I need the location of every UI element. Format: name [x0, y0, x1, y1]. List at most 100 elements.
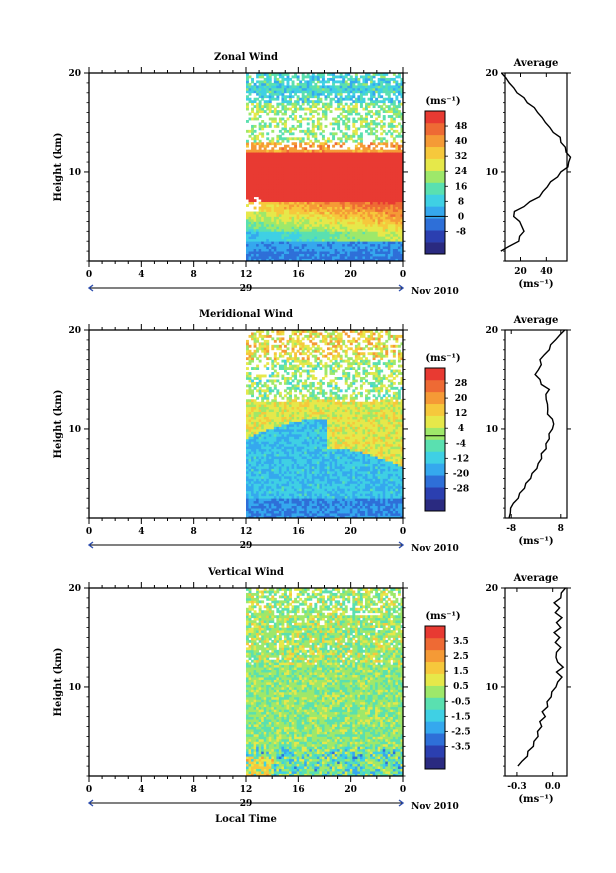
colorbar-tick-label: 24: [455, 167, 468, 177]
panel-title: Zonal Wind: [214, 52, 278, 63]
average-profile-line: [500, 72, 572, 252]
colorbar-swatch: [425, 379, 445, 393]
x-tick-label: 16: [292, 270, 305, 280]
colorbar-swatch: [425, 122, 445, 136]
colorbar-swatch: [425, 218, 445, 231]
average-x-unit: (ms⁻¹): [518, 536, 553, 547]
colorbar-swatch: [425, 733, 445, 746]
date-day-label: 29: [240, 799, 253, 809]
average-profile-line: [517, 587, 567, 767]
colorbar-tick-label: -4: [456, 439, 466, 449]
x-tick-label: 20: [344, 527, 357, 537]
colorbar-unit: (ms⁻¹): [425, 96, 460, 107]
average-y-tick-label: 20: [485, 584, 498, 594]
average-frame: [504, 587, 568, 777]
colorbar-swatch: [425, 427, 445, 440]
y-axis-label: Height (km): [53, 648, 64, 717]
x-tick-label: 0: [400, 785, 406, 795]
panel-meridional: Meridional Wind 10 20 0 4 8 12 16 20 0 29 Nov 2010 H…: [53, 309, 571, 554]
average-x-tick-label: 40: [540, 267, 553, 277]
colorbar-swatch: [425, 403, 445, 416]
colorbar-frame: [424, 625, 446, 770]
x-tick-label: 16: [292, 527, 305, 537]
average-x-unit: (ms⁻¹): [518, 279, 553, 290]
y-tick-label: 20: [68, 326, 81, 336]
colorbar-tick-label: -2.5: [451, 727, 470, 737]
average-x-tick-label: 0.0: [545, 782, 561, 792]
colorbar-swatch: [425, 111, 445, 124]
date-month-label: Nov 2010: [411, 802, 459, 812]
average-profile-panel: Average 10 20 -8 8 (ms⁻¹): [485, 315, 571, 547]
colorbar-frame: [424, 110, 446, 255]
colorbar-swatch: [425, 439, 445, 452]
average-x-tick-label: -8: [506, 524, 516, 534]
colorbar-swatch: [425, 415, 445, 428]
date-day-label: 29: [240, 541, 253, 551]
x-tick-label: 8: [191, 785, 197, 795]
colorbar-frame: [424, 367, 446, 512]
colorbar-swatch: [425, 697, 445, 710]
average-y-tick-label: 10: [485, 683, 498, 693]
x-tick-label: 8: [191, 527, 197, 537]
colorbar-swatch: [425, 158, 445, 171]
colorbar-tick-label: -3.5: [451, 742, 470, 752]
colorbar-tick-label: 16: [455, 182, 468, 192]
date-month-label: Nov 2010: [411, 544, 459, 554]
average-title: Average: [513, 315, 559, 326]
x-tick-label: 20: [344, 785, 357, 795]
colorbar-tick-label: 2.5: [453, 652, 469, 662]
heatmap-cells: [246, 73, 404, 262]
x-tick-label: 12: [240, 270, 253, 280]
colorbar-swatch: [425, 721, 445, 734]
y-axis-label: Height (km): [53, 390, 64, 459]
colorbar-tick-label: 0: [458, 212, 464, 222]
colorbar-tick-label: 3.5: [453, 637, 469, 647]
colorbar-tick-label: 1.5: [453, 667, 469, 677]
colorbar-swatch: [425, 451, 445, 464]
colorbar-swatch: [425, 487, 445, 500]
date-axis-right-arrow: [398, 284, 405, 292]
date-month-label: Nov 2010: [411, 287, 459, 297]
colorbar-swatch: [425, 146, 445, 159]
average-profile-line: [508, 329, 566, 519]
average-frame: [504, 72, 568, 262]
colorbar-tick-label: -0.5: [451, 697, 470, 707]
y-tick-label: 10: [68, 425, 81, 435]
colorbar-swatch: [425, 182, 445, 195]
x-tick-label: 0: [86, 270, 92, 280]
average-y-tick-label: 20: [485, 326, 498, 336]
colorbar-tick-label: -1.5: [451, 712, 470, 722]
colorbar-swatch: [425, 709, 445, 722]
average-y-tick-label: 10: [485, 425, 498, 435]
colorbar-swatch: [425, 475, 445, 488]
colorbar-swatch: [425, 242, 445, 255]
colorbar-unit: (ms⁻¹): [425, 353, 460, 364]
y-tick-label: 10: [68, 683, 81, 693]
colorbar: (ms⁻¹) -8 0 8 16 24 32 40 48: [424, 96, 468, 255]
y-tick-label: 20: [68, 584, 81, 594]
colorbar-swatch: [425, 463, 445, 476]
x-tick-label: 4: [138, 527, 144, 537]
colorbar-tick-label: 40: [455, 137, 468, 147]
panel-vertical: Vertical Wind 10 20 0 4 8 12 16 20 0 29 Nov 2010 Hei…: [53, 567, 571, 812]
colorbar-swatch: [425, 170, 445, 183]
x-tick-label: 20: [344, 270, 357, 280]
y-tick-label: 10: [68, 168, 81, 178]
colorbar-tick-label: -20: [453, 469, 469, 479]
colorbar-swatch: [425, 745, 445, 758]
colorbar-swatch: [425, 206, 445, 219]
date-axis-left-arrow: [87, 799, 94, 807]
x-tick-label: 0: [400, 270, 406, 280]
x-tick-label: 16: [292, 785, 305, 795]
x-tick-label: 8: [191, 270, 197, 280]
x-tick-label: 12: [240, 527, 253, 537]
average-title: Average: [513, 58, 559, 69]
average-x-tick-label: 20: [514, 267, 527, 277]
date-axis-left-arrow: [87, 284, 94, 292]
average-x-tick-label: -0.3: [507, 782, 526, 792]
date-day-label: 29: [240, 284, 253, 294]
x-tick-label: 4: [138, 270, 144, 280]
colorbar-swatch: [425, 499, 445, 512]
